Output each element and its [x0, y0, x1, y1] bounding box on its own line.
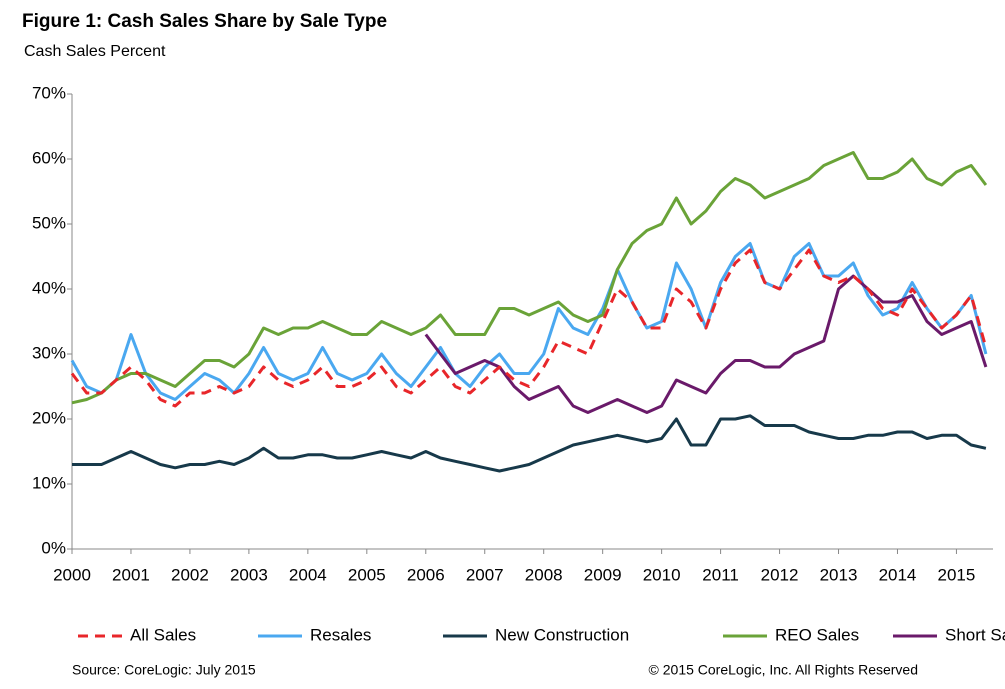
- y-tick-label: 20%: [32, 408, 66, 427]
- chart-subtitle: Cash Sales Percent: [24, 43, 166, 60]
- x-tick-label: 2012: [761, 565, 799, 584]
- x-tick-label: 2008: [525, 565, 563, 584]
- y-tick-label: 70%: [32, 83, 66, 102]
- copyright: © 2015 CoreLogic, Inc. All Rights Reserv…: [649, 662, 918, 678]
- x-tick-label: 2009: [584, 565, 622, 584]
- x-tick-label: 2003: [230, 565, 268, 584]
- x-tick-label: 2007: [466, 565, 504, 584]
- x-tick-label: 2006: [407, 565, 445, 584]
- legend-label: Short Sales: [945, 625, 1005, 644]
- y-tick-label: 60%: [32, 148, 66, 167]
- x-tick-label: 2004: [289, 565, 327, 584]
- y-tick-label: 0%: [41, 538, 66, 557]
- source: Source: CoreLogic: July 2015: [72, 662, 256, 678]
- legend-label: All Sales: [130, 625, 196, 644]
- x-tick-label: 2001: [112, 565, 150, 584]
- x-tick-label: 2014: [879, 565, 917, 584]
- y-tick-label: 10%: [32, 473, 66, 492]
- x-tick-label: 2002: [171, 565, 209, 584]
- y-tick-label: 40%: [32, 278, 66, 297]
- x-tick-label: 2011: [702, 565, 739, 584]
- x-tick-label: 2005: [348, 565, 386, 584]
- y-tick-label: 30%: [32, 343, 66, 362]
- series-line: [70, 242, 988, 401]
- series-line: [71, 151, 988, 405]
- x-tick-label: 2013: [820, 565, 858, 584]
- series-line: [424, 274, 988, 414]
- series-line: [72, 414, 987, 473]
- x-tick-label: 2000: [53, 565, 91, 584]
- legend-label: New Construction: [495, 625, 629, 644]
- chart-title: Figure 1: Cash Sales Share by Sale Type: [22, 11, 387, 32]
- x-tick-label: 2010: [643, 565, 681, 584]
- legend-label: REO Sales: [775, 625, 859, 644]
- legend-label: Resales: [310, 625, 371, 644]
- x-tick-label: 2015: [938, 565, 976, 584]
- y-tick-label: 50%: [32, 213, 66, 232]
- series-line: [70, 248, 988, 408]
